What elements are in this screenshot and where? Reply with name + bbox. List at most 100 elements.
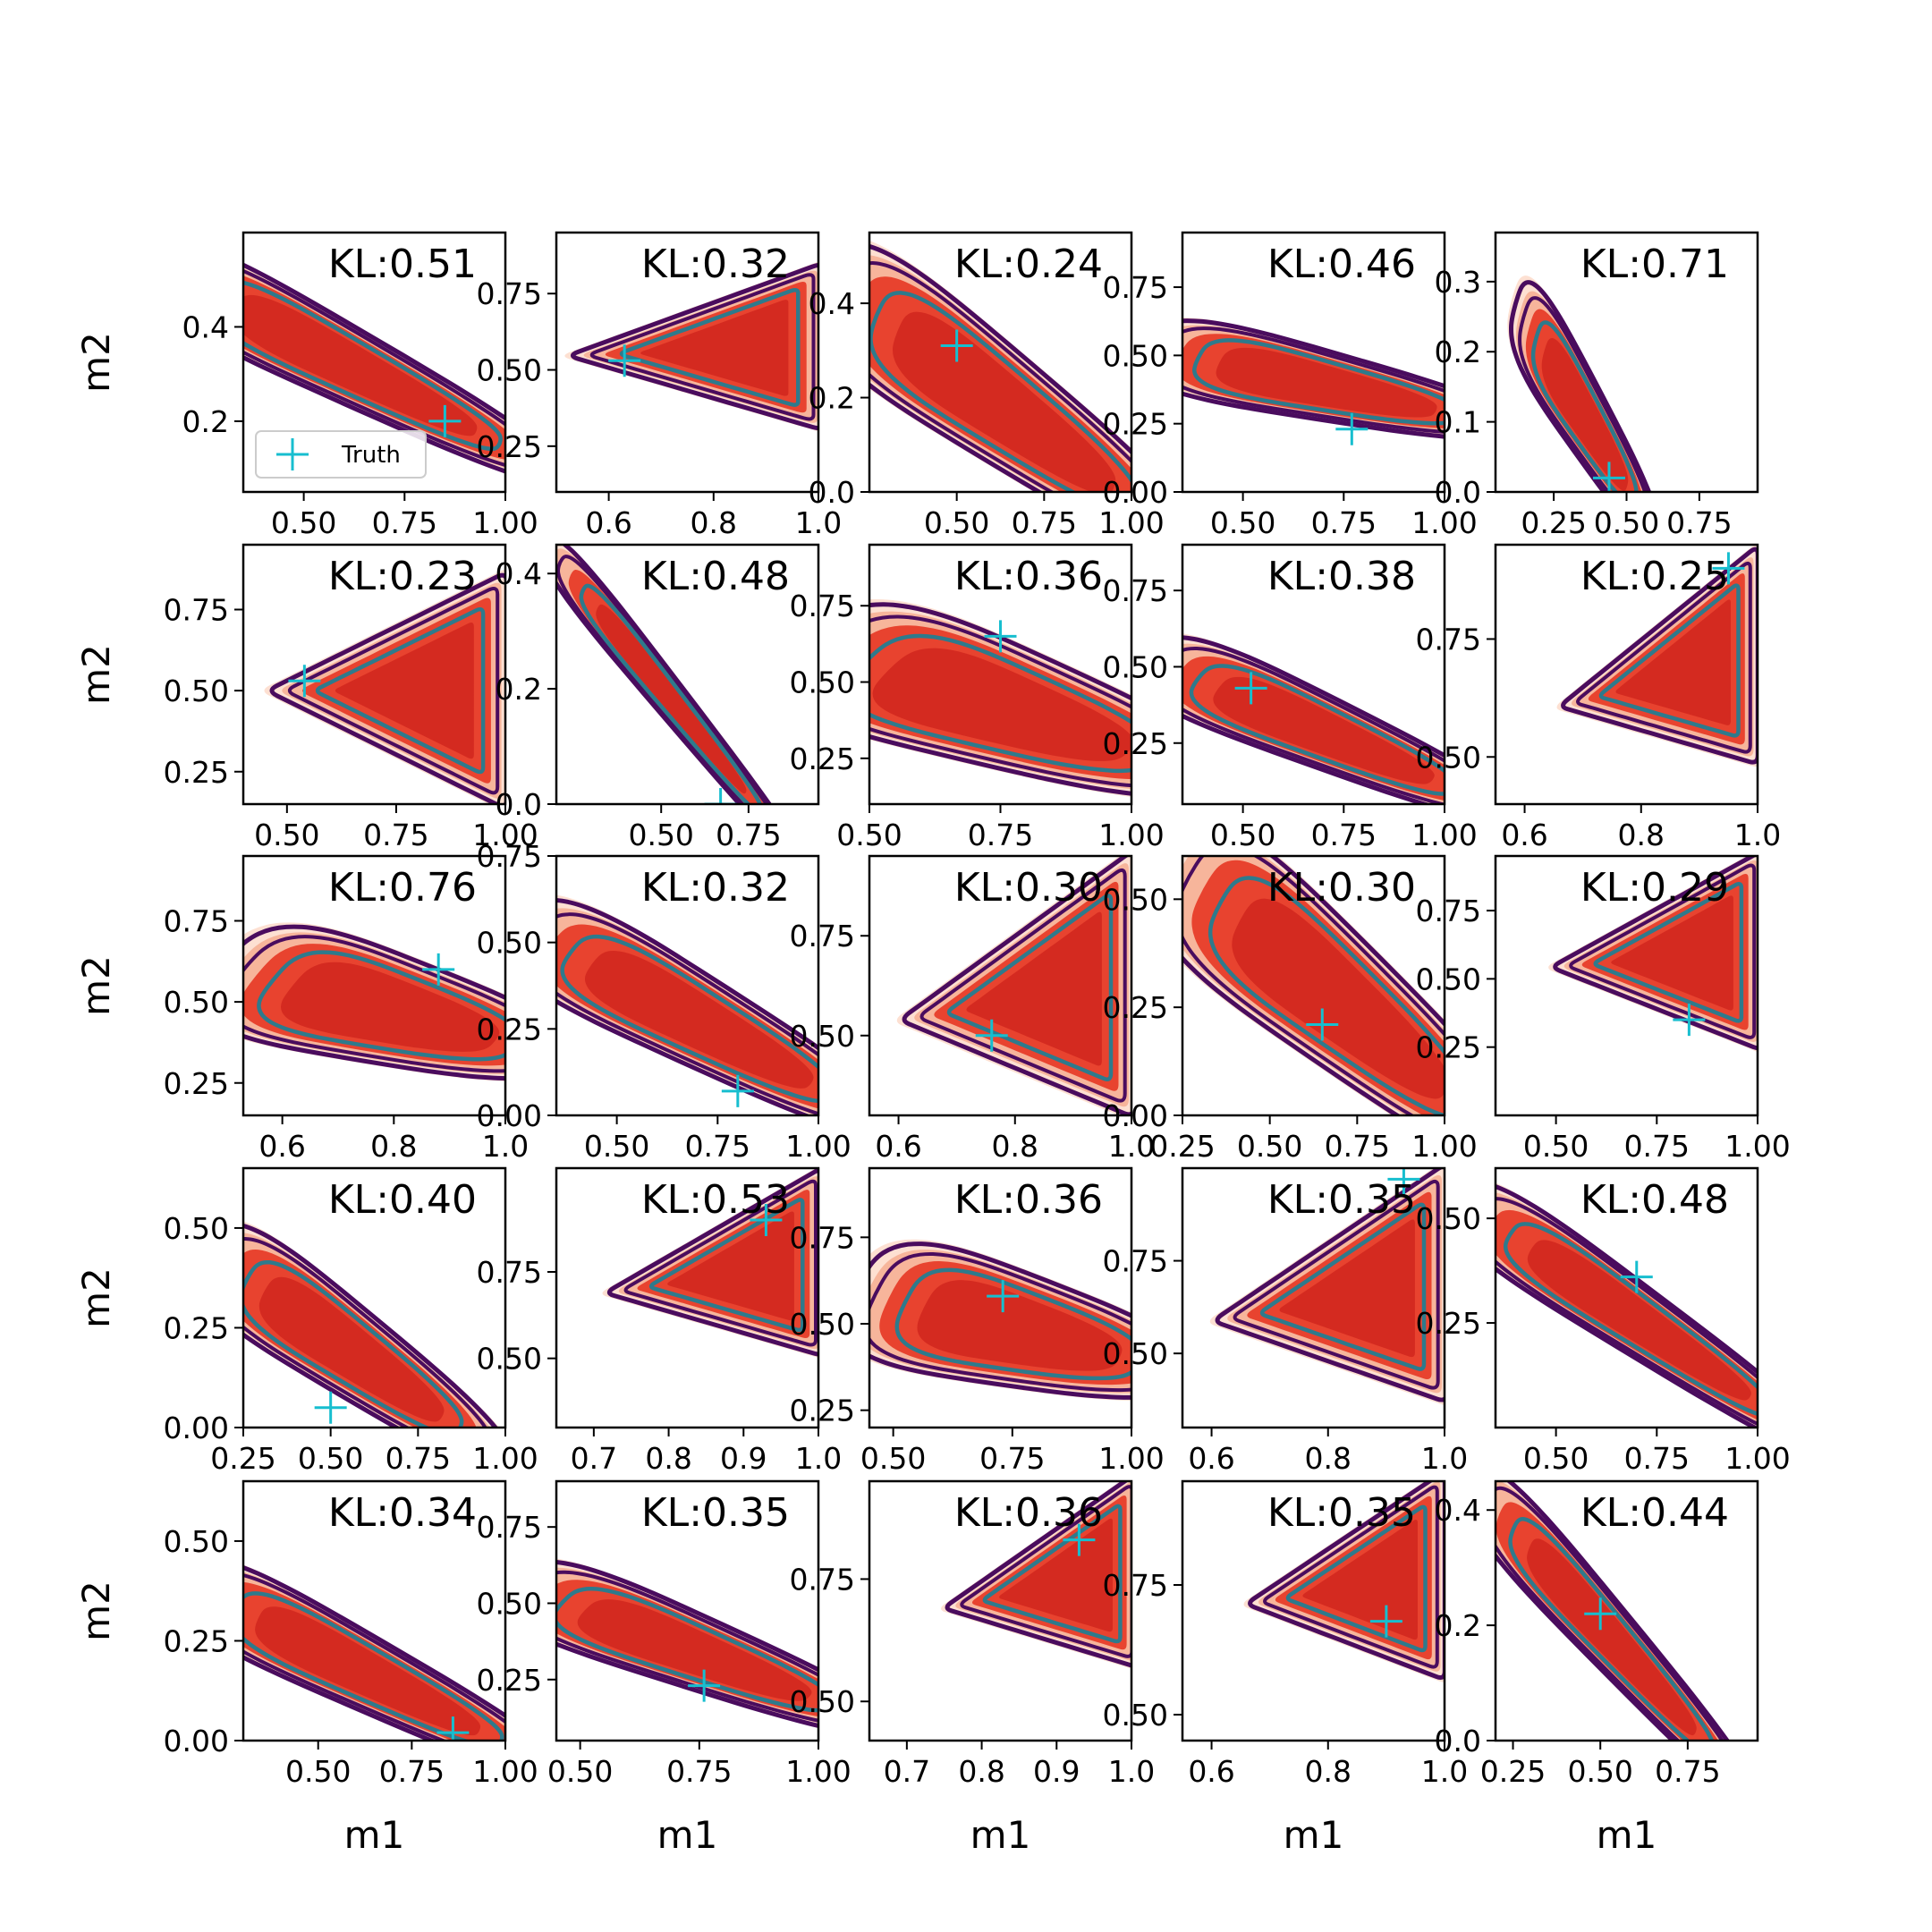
y-tick-label: 0.00 [1103, 1098, 1168, 1133]
x-tick-label: 0.50 [271, 505, 336, 540]
y-tick-label: 0.50 [477, 1342, 542, 1377]
contour-line-3 [648, 1198, 805, 1333]
plot-area [243, 262, 505, 474]
x-tick-label: 0.8 [1305, 1754, 1352, 1789]
density-fill-level-4 [640, 300, 789, 396]
contour-line-1 [1496, 1183, 1758, 1428]
truth-marker [1335, 412, 1368, 445]
truth-marker [750, 1204, 783, 1236]
plot-area [1548, 856, 1758, 1053]
x-tick-label: 1.00 [1411, 1129, 1477, 1164]
x-tick-label: 0.50 [1210, 505, 1275, 540]
x-tick-label: 0.75 [1311, 505, 1377, 540]
plot-area [1182, 856, 1445, 1115]
y-tick-label: 0.2 [1435, 335, 1481, 369]
truth-marker [688, 1669, 721, 1702]
panel-17: KL:0.53 0.7 0.8 0.9 1.0 0.50 0.75 [477, 1166, 842, 1476]
panel-12: KL:0.32 0.50 0.75 1.00 0.00 0.25 0.50 0.75 [477, 839, 852, 1164]
density-fill-level-4 [1541, 337, 1629, 491]
x-tick-label: 0.75 [716, 818, 781, 852]
contour-line-2 [556, 555, 769, 804]
density-fill-level-4 [255, 1606, 481, 1736]
kl-label: KL:0.30 [954, 865, 1103, 911]
plot-area [1182, 633, 1445, 804]
axes-frame [555, 543, 820, 806]
x-axis-label: m1 [657, 1813, 718, 1857]
y-tick-label: 0.75 [1103, 1244, 1168, 1279]
y-axis-label: m2 [74, 644, 118, 705]
y-tick-label: 0.25 [1416, 1306, 1481, 1341]
kl-label: KL:0.46 [1267, 242, 1416, 287]
panel-23: KL:0.36 0.7 0.8 0.9 1.0 0.50 0.75 m1 [790, 1479, 1155, 1857]
x-tick-label: 0.6 [1188, 1754, 1234, 1789]
y-tick-label: 0.50 [1103, 649, 1168, 684]
x-tick-label: 1.0 [795, 1441, 842, 1476]
y-tick-label: 0.2 [182, 404, 229, 439]
plot-area [869, 598, 1131, 797]
y-tick-label: 0.50 [477, 353, 542, 388]
x-tick-label: 1.00 [1098, 818, 1164, 852]
x-tick-label: 0.9 [720, 1441, 767, 1476]
x-tick-label: 0.50 [285, 1754, 351, 1789]
truth-marker [1584, 1597, 1617, 1631]
plot-area [869, 1239, 1131, 1401]
contour-line-1 [902, 856, 1131, 1115]
y-tick-label: 0.50 [164, 674, 229, 708]
contour-line-1 [1182, 318, 1445, 439]
x-tick-label: 0.50 [584, 1129, 649, 1164]
truth-marker [1234, 672, 1267, 705]
y-tick-label: 0.25 [477, 1663, 542, 1698]
density-fill-level-4 [917, 1280, 1123, 1371]
x-tick-label: 1.00 [1724, 1441, 1790, 1476]
density-fill-level-4 [335, 623, 474, 759]
contour-line-1 [1248, 1481, 1445, 1681]
legend-truth-marker [276, 438, 309, 470]
contour-line-2 [1263, 1485, 1439, 1669]
y-tick-label: 0.00 [164, 1724, 229, 1758]
y-tick-label: 0.0 [1435, 1724, 1481, 1758]
truth-marker [984, 620, 1017, 653]
y-tick-label: 0.75 [790, 919, 855, 953]
x-tick-label: 1.0 [1421, 1754, 1468, 1789]
panel-24: KL:0.35 0.6 0.8 1.0 0.50 0.75 m1 [1103, 1479, 1468, 1857]
contour-line-3 [243, 1259, 464, 1428]
plot-area [1496, 1481, 1731, 1741]
x-tick-label: 0.7 [571, 1441, 617, 1476]
x-tick-label: 1.0 [1108, 1129, 1155, 1164]
y-tick-label: 0.50 [1103, 882, 1168, 917]
y-tick-label: 0.50 [477, 1586, 542, 1621]
y-tick-label: 0.0 [809, 475, 855, 510]
contour-line-1 [556, 898, 818, 1115]
x-tick-label: 0.8 [1618, 818, 1665, 852]
density-fill-level-4 [1527, 1240, 1751, 1401]
x-tick-label: 1.00 [1098, 1441, 1164, 1476]
y-tick-label: 0.25 [790, 1394, 855, 1428]
y-tick-label: 0.50 [790, 665, 855, 700]
legend: Truth [255, 430, 427, 479]
x-tick-label: 0.50 [924, 505, 989, 540]
truth-marker [1712, 552, 1745, 585]
panel-9: KL:0.38 0.50 0.75 1.00 0.25 0.50 0.75 [1103, 543, 1478, 852]
y-tick-label: 0.25 [1103, 726, 1168, 761]
y-tick-label: 0.50 [1103, 338, 1168, 373]
truth-marker [1369, 1605, 1402, 1638]
y-tick-label: 0.50 [477, 926, 542, 961]
x-tick-label: 1.00 [1411, 818, 1477, 852]
contour-line-3 [619, 288, 801, 407]
contour-line-2 [919, 868, 1127, 1103]
x-tick-label: 0.75 [379, 1754, 445, 1789]
legend-label: Truth [341, 442, 401, 469]
contour-line-2 [1182, 646, 1445, 804]
contour-line-3 [1285, 1504, 1428, 1653]
axes-frame [242, 231, 507, 494]
contour-line-2 [1496, 1486, 1724, 1741]
x-tick-label: 0.6 [258, 1129, 305, 1164]
truth-marker [940, 329, 973, 362]
panel-10: KL:0.25 0.6 0.8 1.0 0.50 0.75 [1416, 543, 1781, 852]
contour-line-1 [1215, 1168, 1445, 1402]
y-tick-label: 0.2 [809, 381, 855, 416]
density-fill-level-4 [1232, 898, 1445, 1099]
contour-line-3 [1259, 1202, 1427, 1371]
x-tick-label: 0.75 [1325, 1129, 1390, 1164]
kl-label: KL:0.32 [641, 242, 790, 287]
